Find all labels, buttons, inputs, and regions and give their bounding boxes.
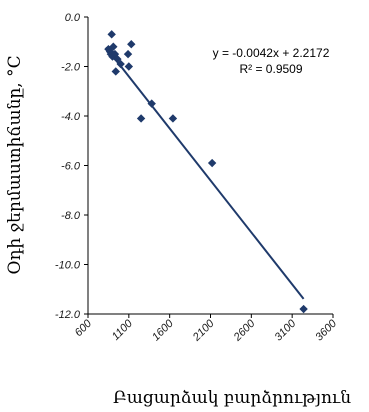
data-point	[147, 99, 156, 108]
data-point	[136, 114, 146, 123]
data-point	[113, 54, 122, 64]
x-tick-label: 3100	[272, 317, 298, 343]
data-point	[110, 49, 120, 59]
y-tick-label: -12.0	[55, 309, 81, 321]
data-point	[124, 62, 134, 71]
data-points	[104, 30, 308, 314]
x-tick-label: 2600	[231, 317, 258, 344]
trendline	[105, 46, 305, 300]
y-tick-label: -8.0	[61, 210, 81, 222]
y-tick-label: -2.0	[61, 62, 81, 74]
x-axis-ticks: 600 1100 1600 2100 2600 3100 3600	[73, 314, 340, 344]
y-tick-label: -4.0	[61, 111, 81, 123]
y-tick-label: 0.0	[65, 12, 81, 24]
trendline-equation: y = -0.0042x + 2.2172	[213, 46, 330, 60]
data-point	[111, 67, 120, 76]
x-tick-label: 1600	[150, 317, 176, 343]
data-point	[107, 30, 116, 39]
x-tick-label: 3600	[313, 317, 339, 343]
y-axis-ticks: 0.0 -2.0 -4.0 -6.0 -8.0 -10.0 -12.0	[55, 12, 88, 321]
data-point	[116, 59, 125, 69]
x-tick-label: 1100	[110, 317, 136, 343]
data-point	[123, 49, 133, 59]
y-axis-title: Օդի ջերմաստիճանը, °C	[5, 55, 25, 274]
data-point	[299, 304, 308, 314]
x-axis-title: Բացարձակ բարձրություն	[113, 388, 351, 408]
data-point	[168, 114, 178, 123]
y-tick-label: -6.0	[61, 161, 81, 173]
data-point	[127, 40, 136, 49]
r-squared-label: R² = 0.9509	[239, 62, 302, 76]
y-tick-label: -10.0	[55, 260, 81, 272]
data-point	[109, 42, 118, 51]
data-point	[207, 158, 217, 168]
x-tick-label: 2100	[190, 317, 217, 344]
